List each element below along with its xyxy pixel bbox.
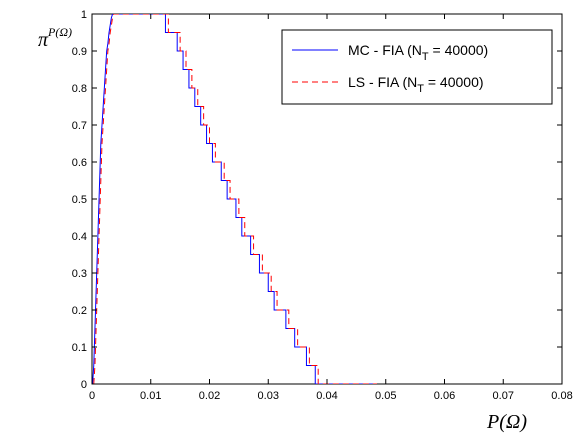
x-tick-label: 0.03 [258, 390, 279, 402]
x-axis-title: P(Ω) [486, 411, 527, 433]
x-tick-label: 0.02 [199, 390, 220, 402]
y-tick-label: 0.9 [72, 46, 87, 58]
x-tick-label: 0.07 [493, 390, 514, 402]
x-tick-label: 0 [89, 390, 95, 402]
y-tick-label: 0.8 [72, 83, 87, 95]
y-tick-label: 0.3 [72, 268, 87, 280]
legend-entry-1: LS - FIA (NT = 40000) [348, 74, 484, 95]
x-tick-label: 0.05 [375, 390, 396, 402]
y-tick-label: 0.4 [72, 231, 87, 243]
y-tick-label: 0.7 [72, 120, 87, 132]
y-tick-label: 0.2 [72, 305, 87, 317]
y-tick-label: 0.5 [72, 194, 87, 206]
x-tick-label: 0.06 [434, 390, 455, 402]
y-tick-label: 0.1 [72, 342, 87, 354]
x-tick-label: 0.04 [316, 390, 337, 402]
y-tick-label: 0 [81, 379, 87, 391]
x-tick-label: 0.01 [140, 390, 161, 402]
series-line-1 [93, 14, 377, 384]
y-axis-title: πP(Ω) [38, 25, 72, 51]
legend-box [281, 29, 553, 105]
x-tick-label: 0.08 [551, 390, 572, 402]
y-tick-label: 1 [81, 9, 87, 21]
y-tick-label: 0.6 [72, 157, 87, 169]
legend-entry-0: MC - FIA (NT = 40000) [348, 42, 488, 63]
